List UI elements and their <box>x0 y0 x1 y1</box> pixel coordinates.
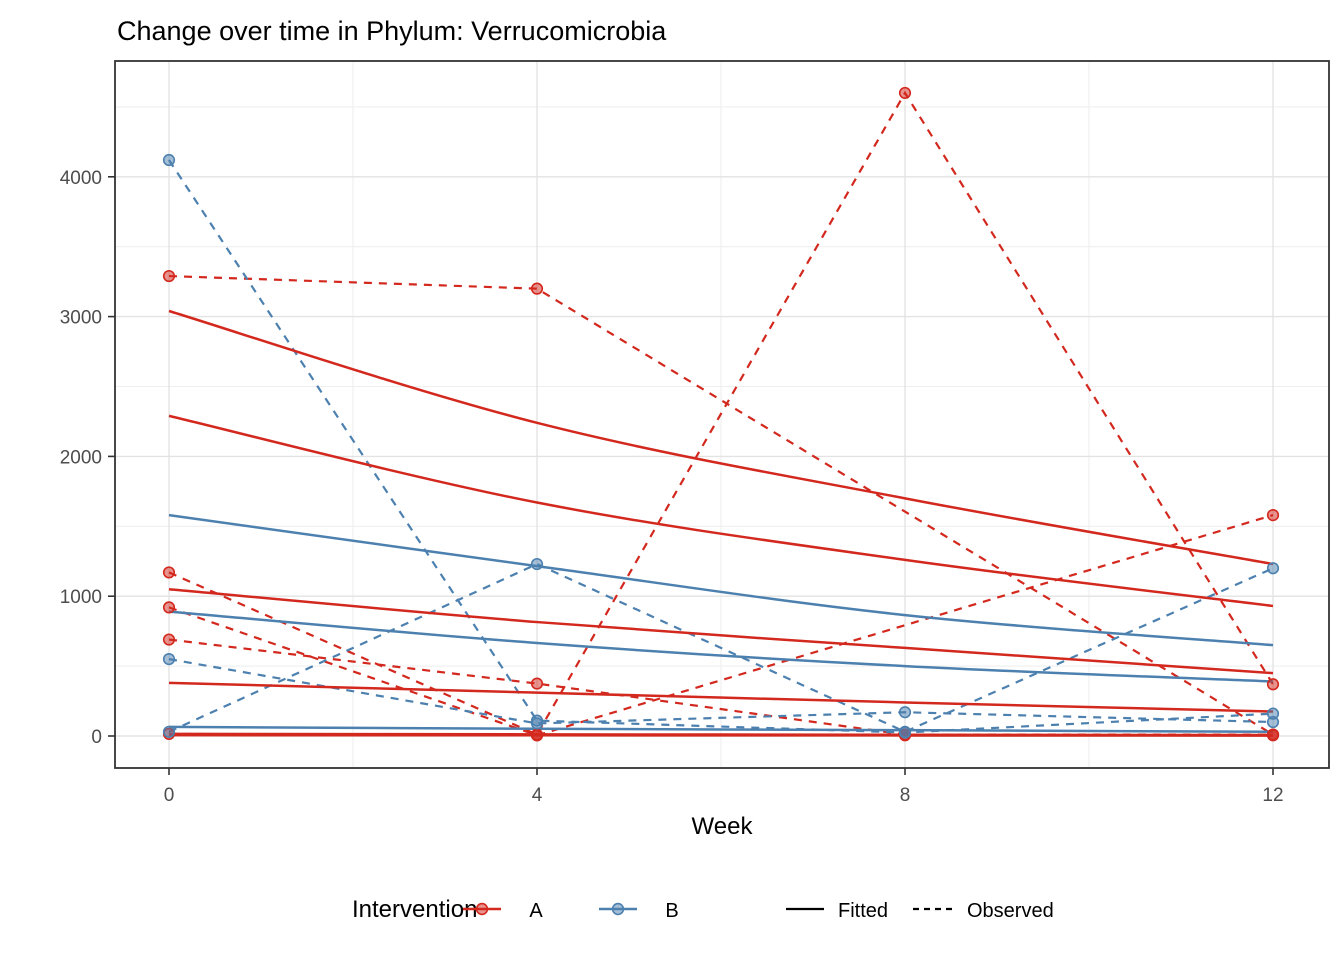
legend-key-a-point-icon <box>477 904 488 915</box>
y-tick-label: 4000 <box>60 168 102 189</box>
y-tick-label: 1000 <box>60 587 102 608</box>
data-point-b <box>900 727 911 738</box>
data-point-a <box>1268 730 1279 741</box>
x-axis-title: Week <box>692 813 754 840</box>
data-point-a <box>164 602 175 613</box>
data-point-a <box>1268 679 1279 690</box>
data-point-b <box>1268 717 1279 728</box>
data-point-b <box>532 559 543 570</box>
chart-title: Change over time in Phylum: Verrucomicro… <box>117 16 667 46</box>
data-point-a <box>532 283 543 294</box>
y-tick-label: 0 <box>91 727 102 748</box>
legend-key-b-point-icon <box>613 904 624 915</box>
legend-label-b: B <box>665 900 678 922</box>
legend-title: Intervention <box>352 896 477 923</box>
data-point-b <box>164 654 175 665</box>
data-point-b <box>1268 563 1279 574</box>
x-tick-label: 8 <box>900 785 911 806</box>
data-point-a <box>532 730 543 741</box>
data-point-a <box>532 678 543 689</box>
data-point-b <box>164 727 175 738</box>
x-tick-label: 0 <box>164 785 175 806</box>
y-tick-label: 3000 <box>60 308 102 329</box>
data-point-a <box>1268 510 1279 521</box>
x-tick-label: 4 <box>532 785 543 806</box>
data-point-a <box>900 88 911 99</box>
x-tick-label: 12 <box>1262 785 1283 806</box>
data-point-b <box>900 707 911 718</box>
data-point-a <box>164 271 175 282</box>
legend-label-fitted: Fitted <box>838 900 888 922</box>
legend-label-a: A <box>529 900 543 922</box>
y-tick-label: 2000 <box>60 447 102 468</box>
data-point-a <box>164 567 175 578</box>
data-point-b <box>164 155 175 166</box>
legend-label-observed: Observed <box>967 900 1054 922</box>
data-point-b <box>532 718 543 729</box>
data-point-a <box>164 634 175 645</box>
